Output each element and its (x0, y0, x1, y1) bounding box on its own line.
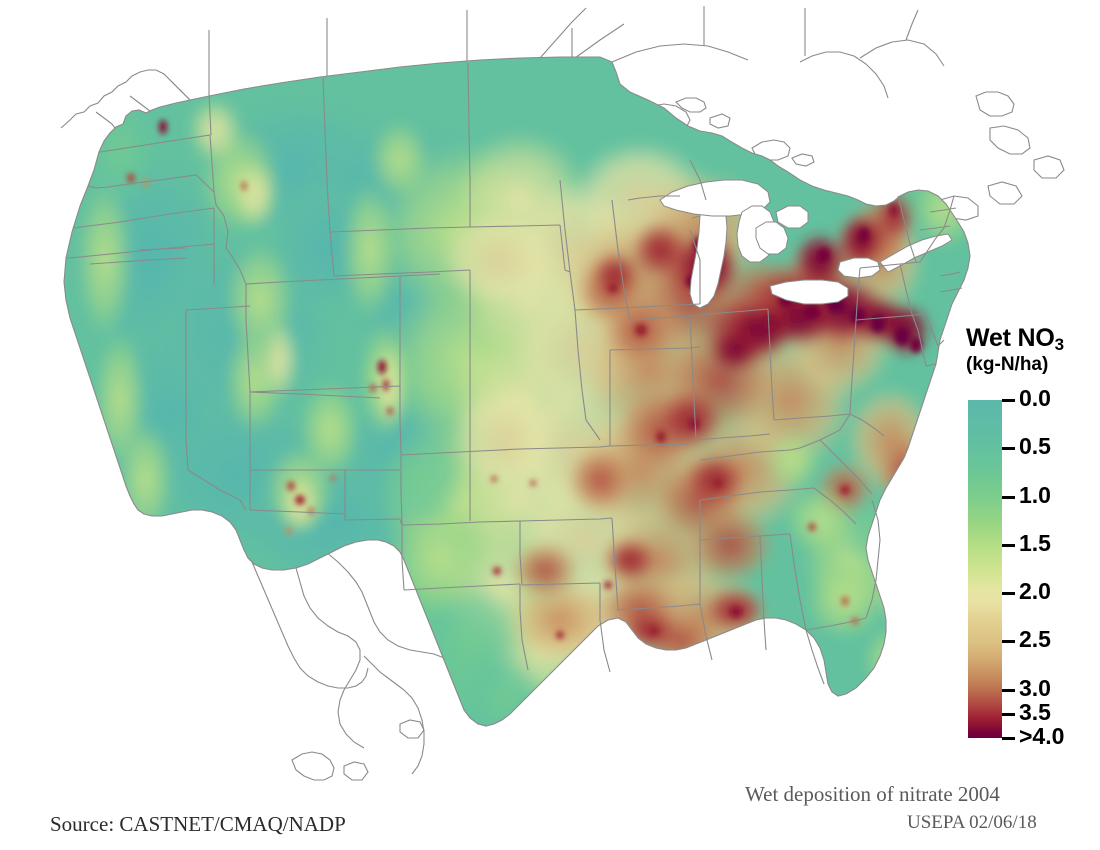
colorbar-gradient (968, 400, 1002, 738)
legend-title: Wet NO3 (966, 324, 1096, 354)
state-boundaries (63, 56, 971, 727)
tick-line (1002, 399, 1015, 402)
tick-line (1002, 688, 1015, 692)
source-caption: Source: CASTNET/CMAQ/NADP (50, 812, 346, 836)
colorbar-box: 0.0 0.5 1.0 1.5 2.0 2.5 3.0 3.5 >4.0 (968, 387, 1096, 749)
tick-label: 0.5 (1019, 433, 1051, 460)
tick-label: 3.5 (1019, 698, 1051, 725)
colorbar-legend: Wet NO3 (kg-N/ha) 0.0 0.5 1.0 1.5 2.0 2.5 3.0 3… (966, 326, 1096, 751)
legend-title-main: Wet NO (966, 324, 1055, 352)
tick-line (1002, 712, 1015, 716)
legend-units: (kg-N/ha) (966, 354, 1049, 375)
tick-line (1002, 447, 1015, 451)
tick-label: 3.0 (1019, 674, 1051, 701)
agency-caption: USEPA 02/06/18 (907, 812, 1037, 833)
legend-title-subscript: 3 (1054, 335, 1064, 354)
tick-line (1002, 640, 1015, 644)
tick-label: 2.5 (1019, 626, 1051, 653)
map-canvas (60, 6, 1065, 781)
map-title-caption: Wet deposition of nitrate 2004 (745, 782, 1000, 806)
tick-line (1002, 592, 1015, 596)
tick-line (1002, 495, 1015, 499)
tick-label: >4.0 (1019, 723, 1065, 749)
tick-label: 1.0 (1019, 481, 1051, 508)
tick-label: 0.0 (1019, 385, 1051, 411)
tick-line (1002, 543, 1015, 547)
tick-label: 2.0 (1019, 578, 1051, 605)
great-lakes (659, 179, 953, 309)
tick-label: 1.5 (1019, 529, 1051, 556)
deposition-map (60, 6, 1065, 781)
tick-line (1002, 737, 1015, 740)
